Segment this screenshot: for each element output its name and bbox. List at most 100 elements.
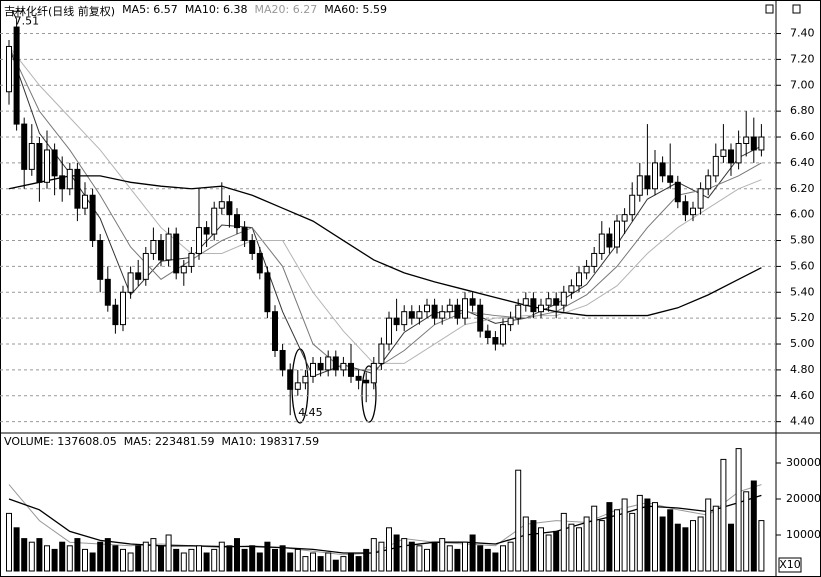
volume-bar	[294, 548, 301, 572]
y-tick-label: 4.40	[790, 415, 815, 428]
volume-bar	[135, 545, 142, 572]
volume-bar	[325, 552, 332, 572]
candle-body	[652, 162, 658, 190]
volume-bar	[758, 520, 765, 572]
high-label: 7.51	[15, 14, 39, 27]
y-tick-label: 7.00	[790, 78, 815, 91]
volume-bar	[484, 548, 491, 572]
y-tick-label: 6.20	[790, 182, 815, 195]
volume-bar	[120, 548, 126, 572]
candle-body	[256, 252, 263, 274]
volume-bar	[712, 505, 719, 572]
volume-bar	[644, 498, 651, 572]
candle-body	[142, 252, 149, 280]
ma-line	[8, 46, 762, 364]
volume-bar	[705, 498, 712, 572]
candle-body	[287, 369, 294, 390]
volume-bar	[370, 538, 377, 572]
candle-body	[196, 227, 202, 254]
volume-bar	[249, 545, 256, 572]
volume-bar	[667, 509, 674, 572]
candle-body	[66, 168, 73, 190]
candle-body	[180, 265, 187, 274]
volume-bar	[340, 556, 347, 572]
candle-body	[104, 278, 111, 306]
volume-bar	[682, 527, 689, 572]
candle-body	[120, 291, 126, 326]
volume-bar	[142, 541, 149, 572]
candle-body	[6, 45, 12, 93]
candle-body	[401, 311, 408, 326]
legend-entry: MA5: 223481.59	[123, 435, 215, 448]
candle-body	[226, 201, 233, 216]
candle-body	[743, 136, 750, 144]
candle-body	[28, 142, 35, 170]
volume-bar	[112, 545, 119, 572]
candle-body	[644, 175, 651, 190]
candle-body	[735, 142, 742, 164]
volume-bar	[66, 545, 73, 572]
candle-body	[97, 240, 104, 280]
legend-entry: MA20: 6.27	[254, 3, 318, 16]
volume-bar	[21, 538, 28, 572]
volume-bar	[241, 548, 248, 572]
candle-body	[59, 175, 66, 190]
candle-body	[393, 317, 400, 326]
volume-bar	[500, 545, 506, 572]
volume-bar	[36, 538, 43, 572]
volume-bar	[576, 527, 582, 572]
volume-bar	[583, 516, 590, 572]
ma-line	[8, 46, 762, 378]
volume-bar	[173, 548, 180, 572]
y-tick-label: 4.80	[790, 363, 815, 376]
candle-body	[264, 272, 271, 313]
volume-bar	[104, 538, 111, 572]
volume-bar	[386, 527, 392, 572]
candle-body	[317, 362, 324, 371]
volume-bar	[150, 538, 157, 572]
candle-body	[82, 194, 88, 209]
volume-bar	[97, 541, 104, 572]
volume-bar	[743, 491, 750, 572]
y-tick-label: 7.20	[790, 52, 815, 65]
candle-body	[712, 155, 719, 177]
volume-bar	[424, 548, 430, 572]
candle-body	[325, 356, 332, 371]
volume-bar	[454, 548, 461, 572]
candle-body	[454, 304, 461, 319]
volume-bar	[348, 552, 354, 572]
window-button[interactable]	[792, 4, 801, 14]
volume-bar	[431, 541, 438, 572]
volume-bar	[6, 512, 12, 572]
volume-bar	[439, 538, 446, 572]
candle-body	[112, 304, 119, 326]
volume-bar	[720, 458, 727, 572]
volume-bar	[264, 541, 271, 572]
window-button[interactable]	[765, 4, 774, 14]
candle-body	[614, 220, 620, 248]
volume-bar	[188, 548, 195, 572]
volume-bar	[51, 548, 58, 572]
candle-body	[583, 265, 590, 274]
y-tick-label: 6.80	[790, 104, 815, 117]
y-tick-label: 6.60	[790, 130, 815, 143]
volume-unit: X10	[779, 558, 801, 571]
annotation-arrow	[11, 10, 23, 20]
volume-bar	[279, 545, 286, 572]
candle-body	[606, 233, 613, 248]
volume-bar	[446, 545, 453, 572]
volume-bar	[310, 552, 316, 572]
volume-bar	[89, 552, 96, 572]
candle-body	[348, 362, 354, 377]
volume-bar	[469, 534, 476, 572]
volume-bar	[378, 541, 385, 572]
candle-body	[135, 272, 142, 280]
volume-bar	[659, 516, 666, 572]
candle-body	[203, 227, 210, 235]
volume-bar	[560, 512, 567, 572]
candle-body	[188, 252, 195, 267]
ma-line	[8, 175, 762, 317]
volume-bar	[180, 552, 187, 572]
candle-body	[150, 240, 157, 254]
